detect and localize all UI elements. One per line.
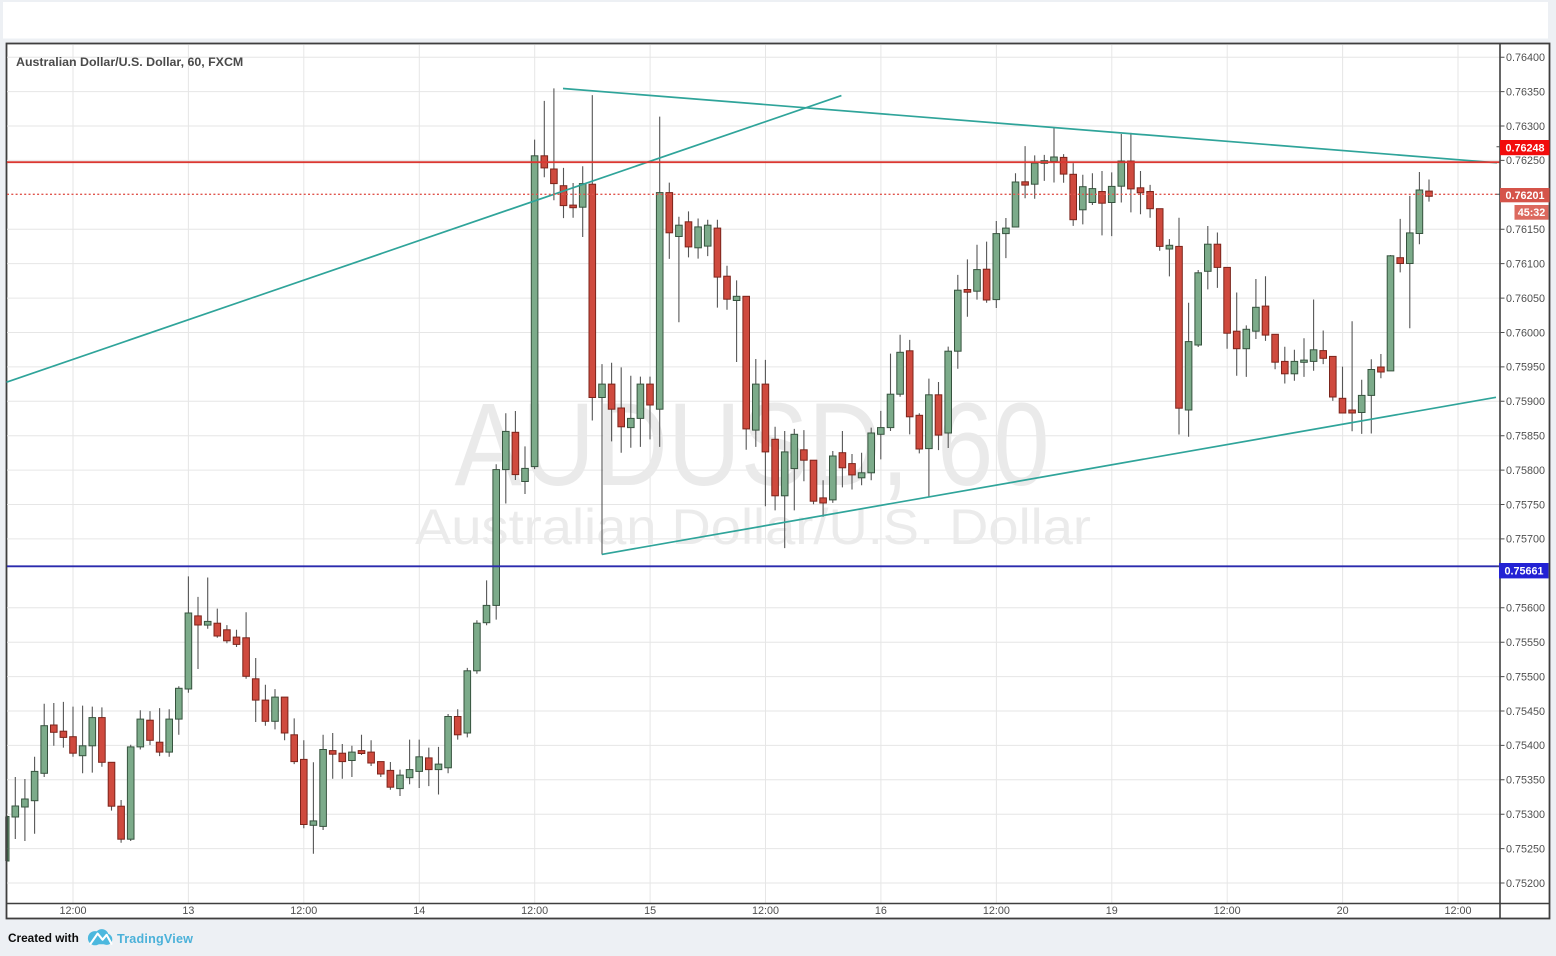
svg-text:0.75400: 0.75400: [1506, 740, 1545, 752]
svg-text:0.76300: 0.76300: [1506, 121, 1545, 133]
svg-text:0.76000: 0.76000: [1506, 327, 1545, 339]
svg-text:0.76100: 0.76100: [1506, 258, 1545, 270]
svg-text:0.75750: 0.75750: [1506, 499, 1545, 511]
svg-text:13: 13: [182, 905, 194, 917]
svg-text:0.75900: 0.75900: [1506, 396, 1545, 408]
svg-text:0.76050: 0.76050: [1506, 293, 1545, 305]
svg-text:0.75950: 0.75950: [1506, 362, 1545, 374]
svg-text:0.75550: 0.75550: [1506, 637, 1545, 649]
svg-text:12:00: 12:00: [983, 905, 1010, 917]
svg-text:0.76400: 0.76400: [1506, 52, 1545, 64]
svg-text:0.75350: 0.75350: [1506, 775, 1545, 787]
svg-text:12:00: 12:00: [1444, 905, 1471, 917]
svg-text:12:00: 12:00: [1214, 905, 1241, 917]
svg-text:15: 15: [644, 905, 656, 917]
svg-text:0.76250: 0.76250: [1506, 155, 1545, 167]
svg-text:12:00: 12:00: [521, 905, 548, 917]
svg-text:12:00: 12:00: [752, 905, 779, 917]
svg-text:0.76350: 0.76350: [1506, 86, 1545, 98]
svg-text:0.75500: 0.75500: [1506, 671, 1545, 683]
svg-text:0.76201: 0.76201: [1505, 190, 1544, 202]
svg-text:12:00: 12:00: [290, 905, 317, 917]
svg-text:14: 14: [413, 905, 425, 917]
svg-text:0.75700: 0.75700: [1506, 534, 1545, 546]
svg-text:45:32: 45:32: [1518, 207, 1546, 219]
svg-text:16: 16: [875, 905, 887, 917]
svg-text:Australian Dollar/U.S. Dollar,: Australian Dollar/U.S. Dollar, 60, FXCM: [16, 55, 243, 69]
svg-text:0.75661: 0.75661: [1504, 566, 1543, 578]
svg-text:12:00: 12:00: [59, 905, 86, 917]
svg-text:0.75450: 0.75450: [1506, 706, 1545, 718]
svg-text:0.76248: 0.76248: [1505, 143, 1544, 155]
svg-text:TradingView: TradingView: [117, 932, 193, 946]
svg-text:0.75850: 0.75850: [1506, 431, 1545, 443]
svg-text:20: 20: [1337, 905, 1349, 917]
svg-text:0.75800: 0.75800: [1506, 465, 1545, 477]
svg-text:0.75300: 0.75300: [1506, 809, 1545, 821]
svg-text:Created with: Created with: [8, 931, 79, 945]
svg-text:0.75250: 0.75250: [1506, 843, 1545, 855]
svg-text:0.75600: 0.75600: [1506, 603, 1545, 615]
svg-text:0.75200: 0.75200: [1506, 878, 1545, 890]
svg-text:0.76150: 0.76150: [1506, 224, 1545, 236]
svg-text:19: 19: [1106, 905, 1118, 917]
